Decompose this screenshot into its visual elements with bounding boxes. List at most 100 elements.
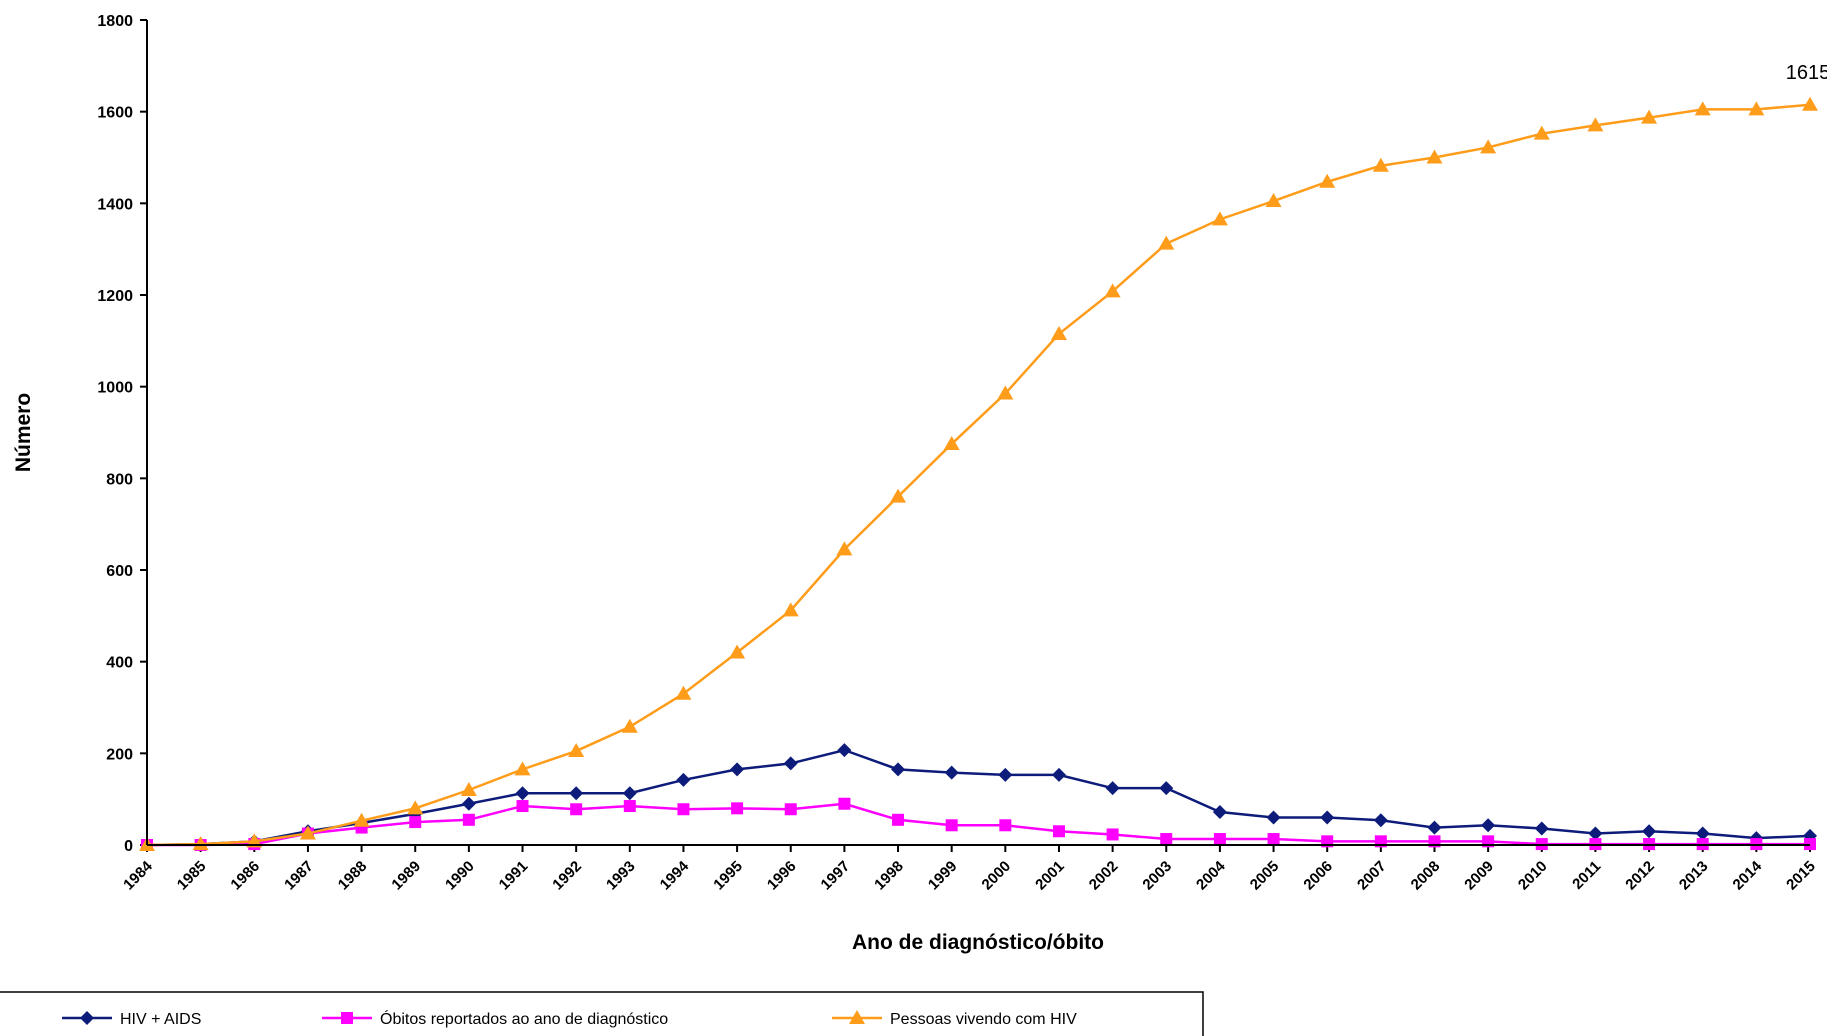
data-point	[1748, 101, 1765, 116]
data-point	[1320, 810, 1335, 825]
data-point	[1160, 833, 1173, 846]
data-point	[409, 816, 422, 829]
series-group	[139, 96, 1818, 852]
x-tick-label: 1990	[442, 858, 478, 894]
data-point	[353, 812, 370, 827]
x-tick-label: 2005	[1247, 858, 1283, 894]
data-point	[1104, 283, 1121, 298]
series-line	[146, 748, 1811, 847]
data-point	[514, 761, 531, 776]
data-point	[1106, 828, 1119, 841]
data-point	[570, 803, 583, 816]
data-point	[1533, 125, 1550, 140]
x-axis-ticks: 1984 1985 1986 1987 1988 1989 1990 1991 1992 1993…	[120, 845, 1819, 893]
data-point	[997, 385, 1014, 400]
series-line	[146, 103, 1811, 847]
x-tick-label: 2003	[1139, 858, 1175, 894]
series-0	[140, 743, 1817, 852]
x-tick-label: 1998	[871, 858, 907, 894]
legend: HIV + AIDS Óbitos reportados ao ano de di…	[0, 991, 1204, 1036]
data-point	[1373, 813, 1388, 828]
x-tick-label: 2014	[1730, 857, 1766, 893]
x-tick-label: 1984	[120, 857, 156, 893]
x-tick-label: 1994	[657, 857, 693, 893]
data-point	[407, 800, 424, 815]
x-tick-label: 2015	[1783, 858, 1819, 894]
x-tick-label: 2002	[1086, 858, 1122, 894]
y-tick-label: 200	[106, 746, 133, 763]
series-1	[141, 797, 1816, 851]
data-point	[1695, 826, 1710, 841]
data-point	[1426, 149, 1443, 164]
data-point	[1588, 826, 1603, 841]
y-axis-ticks: 0 200 400 600 800 1000 1200 1400 1600 1800	[97, 13, 147, 855]
data-point	[1372, 157, 1389, 172]
data-point	[945, 819, 958, 832]
x-tick-label: 1985	[174, 858, 210, 894]
data-point	[1159, 781, 1174, 796]
data-point	[838, 797, 851, 810]
x-tick-label: 2010	[1515, 858, 1551, 894]
y-tick-label: 1800	[97, 13, 133, 30]
data-point	[675, 685, 692, 700]
legend-marker	[849, 1010, 865, 1024]
data-point	[729, 644, 746, 659]
y-axis-title: Número	[12, 393, 35, 472]
data-point	[1534, 821, 1549, 836]
data-point	[1641, 109, 1658, 124]
y-tick-label: 600	[106, 563, 133, 580]
y-tick-label: 1400	[97, 196, 133, 213]
x-tick-label: 1987	[281, 858, 317, 894]
data-point	[836, 541, 853, 556]
y-tick-label: 1000	[97, 380, 133, 397]
data-label: 1615	[1786, 62, 1827, 84]
x-tick-label: 1986	[227, 858, 263, 894]
data-point	[1642, 824, 1657, 839]
data-point	[837, 743, 852, 758]
legend-label: Pessoas vivendo com HIV	[890, 1011, 1077, 1028]
x-tick-label: 1991	[496, 858, 532, 894]
data-point	[1105, 781, 1120, 796]
legend-item-1: Óbitos reportados ao ano de diagnóstico	[322, 1009, 668, 1028]
data-point	[569, 786, 584, 801]
x-tick-label: 1996	[764, 858, 800, 894]
data-point	[677, 803, 690, 816]
data-point	[192, 836, 209, 851]
data-point	[1158, 235, 1175, 250]
data-point	[1427, 820, 1442, 835]
data-point	[246, 833, 263, 848]
y-tick-label: 400	[106, 655, 133, 672]
data-point	[1213, 833, 1226, 846]
data-point	[1051, 767, 1066, 782]
data-point	[1211, 211, 1228, 226]
data-point	[998, 767, 1013, 782]
data-point	[622, 786, 637, 801]
x-tick-label: 2004	[1193, 857, 1229, 893]
x-tick-label: 2001	[1032, 858, 1068, 894]
x-tick-label: 2012	[1622, 858, 1658, 894]
series-line	[147, 802, 1810, 847]
data-point	[1267, 833, 1280, 846]
data-point	[891, 762, 906, 777]
x-tick-label: 1993	[603, 858, 639, 894]
legend-marker	[341, 1012, 353, 1024]
data-point	[1694, 101, 1711, 116]
data-point	[1265, 193, 1282, 208]
data-point	[1050, 325, 1067, 340]
data-point	[782, 602, 799, 617]
x-axis-title: Ano de diagnóstico/óbito	[852, 931, 1104, 954]
data-point	[516, 800, 529, 813]
x-tick-label: 2013	[1676, 858, 1712, 894]
x-tick-label: 1992	[549, 858, 585, 894]
data-point	[944, 765, 959, 780]
x-tick-label: 2000	[979, 858, 1015, 894]
data-point	[1319, 173, 1336, 188]
data-point	[623, 800, 636, 813]
data-point	[730, 762, 745, 777]
x-tick-label: 1988	[335, 858, 371, 894]
data-point	[461, 796, 476, 811]
data-point	[1266, 810, 1281, 825]
legend-label: Óbitos reportados ao ano de diagnóstico	[380, 1009, 668, 1028]
x-tick-label: 1995	[710, 858, 746, 894]
